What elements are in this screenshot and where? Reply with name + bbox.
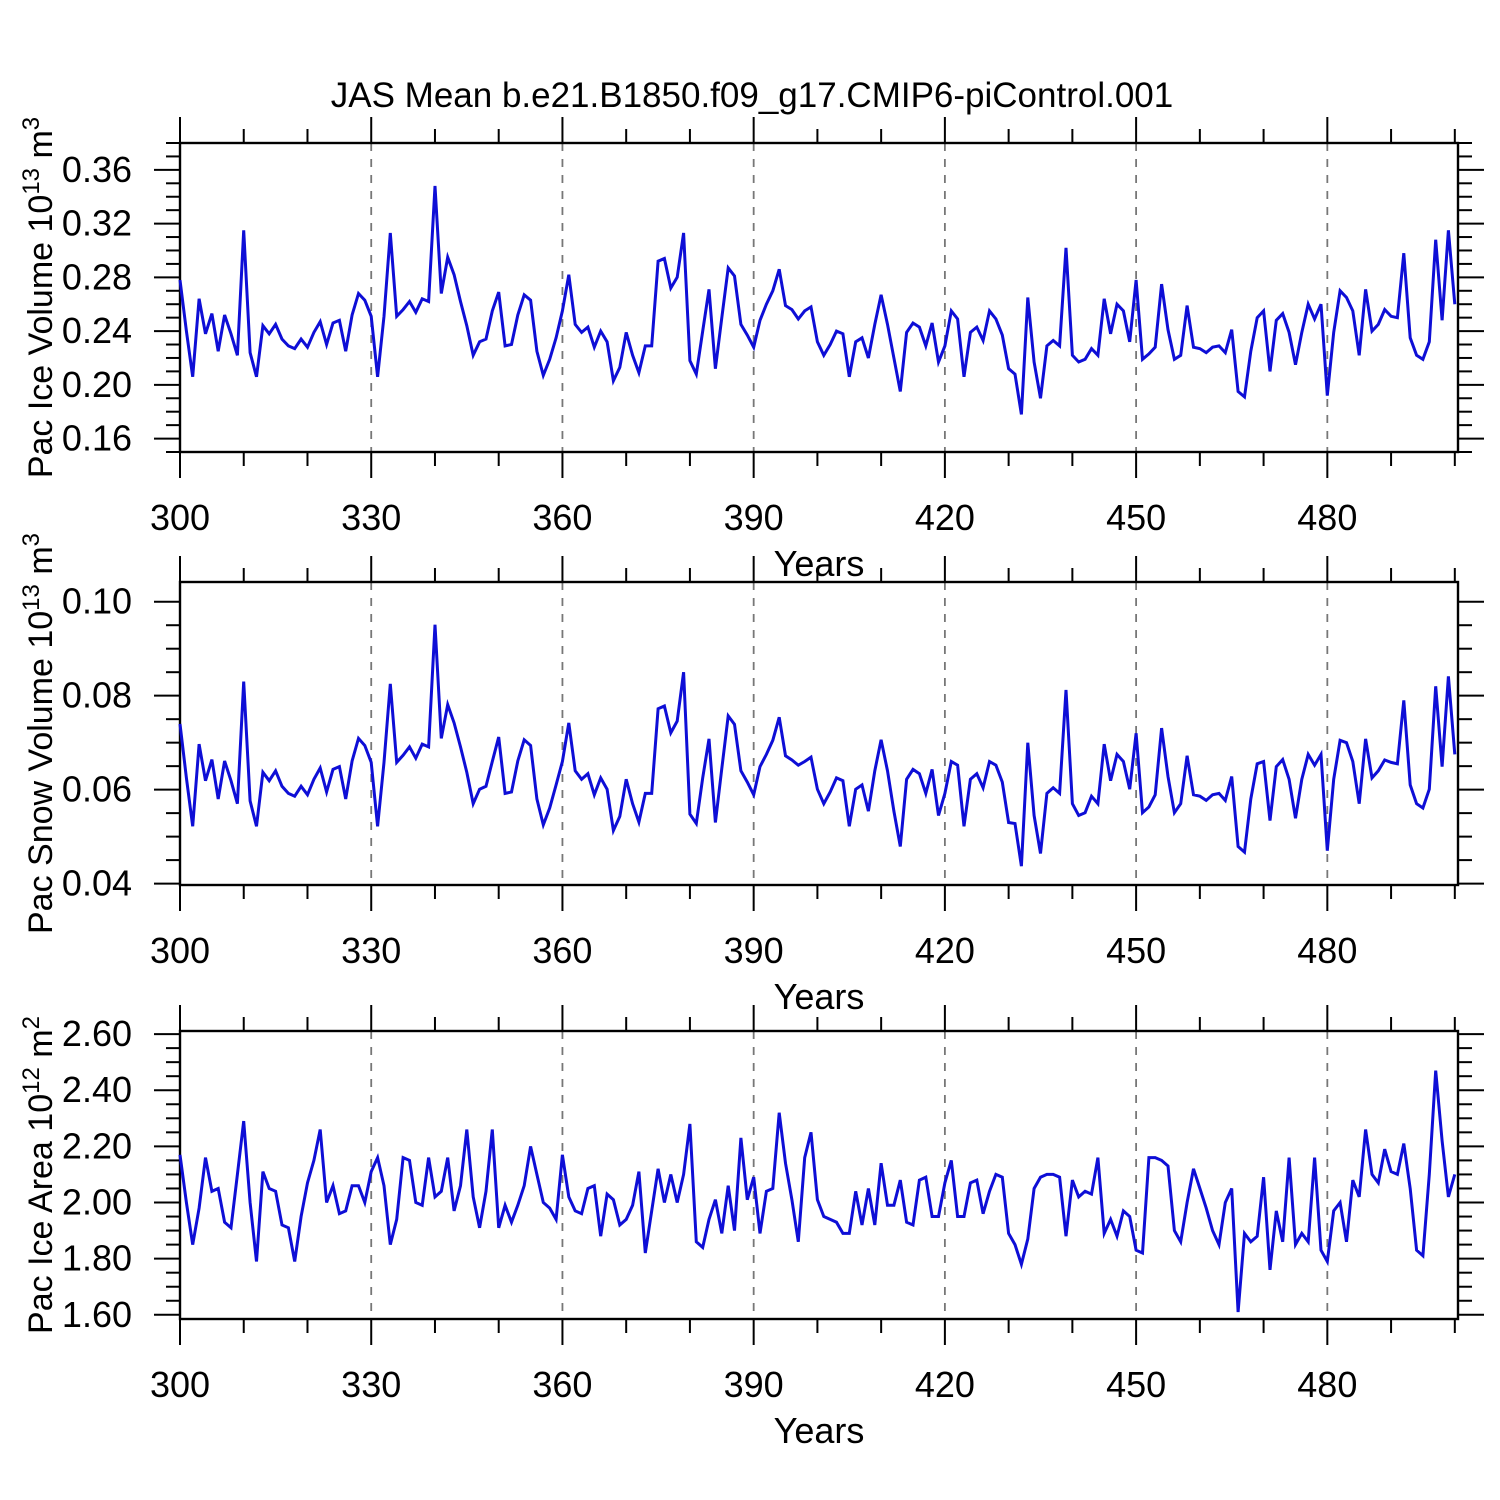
x-axis-title: Years: [774, 543, 865, 584]
x-tick-label: 480: [1297, 930, 1357, 971]
x-tick-label: 420: [915, 1364, 975, 1405]
x-tick-label: 300: [150, 497, 210, 538]
x-tick-label: 330: [341, 930, 401, 971]
gridlines: [370, 1031, 1329, 1319]
gridlines: [370, 143, 1329, 452]
x-tick-label: 300: [150, 930, 210, 971]
y-tick-label: 1.60: [62, 1294, 132, 1335]
x-tick-label: 390: [724, 497, 784, 538]
series-line-pac-snow-volume: [178, 624, 1457, 867]
y-tick-label: 0.36: [62, 149, 132, 190]
y-tick-label: 0.10: [62, 581, 132, 622]
x-tick-label: 420: [915, 930, 975, 971]
x-tick-label: 480: [1297, 1364, 1357, 1405]
x-tick-label: 480: [1297, 497, 1357, 538]
plot-frame: [178, 141, 1460, 454]
y-axis-title: Pac Ice Area 1012 m2: [18, 1016, 60, 1334]
x-tick-label: 390: [724, 930, 784, 971]
x-axis-labels: 300 330 360 390 420 450 480: [150, 1364, 1357, 1405]
y-tick-label: 2.60: [62, 1013, 132, 1054]
x-tick-label: 330: [341, 497, 401, 538]
y-tick-label: 0.24: [62, 310, 132, 351]
x-tick-label: 450: [1106, 930, 1166, 971]
y-tick-label: 0.04: [62, 863, 132, 904]
y-tick-label: 1.80: [62, 1238, 132, 1279]
y-tick-label: 0.32: [62, 203, 132, 244]
series-line-pac-ice-volume: [178, 185, 1457, 415]
x-tick-label: 360: [532, 1364, 592, 1405]
y-tick-label: 0.08: [62, 675, 132, 716]
x-tick-label: 450: [1106, 1364, 1166, 1405]
ticks: [154, 1005, 1484, 1345]
x-axis-title: Years: [774, 976, 865, 1017]
ticks: [154, 556, 1484, 911]
x-tick-label: 360: [532, 930, 592, 971]
plot-frame: [178, 1029, 1460, 1321]
x-tick-label: 300: [150, 1364, 210, 1405]
ticks: [154, 117, 1484, 478]
panel-pac-ice-area: 300 330 360 390 420 450 480 1.60 1.80 2.00 2.20 2.4…: [18, 1005, 1484, 1451]
x-axis-labels: 300 330 360 390 420 450 480: [150, 930, 1357, 971]
x-tick-label: 420: [915, 497, 975, 538]
chart-title: JAS Mean b.e21.B1850.f09_g17.CMIP6-piCon…: [331, 76, 1173, 115]
y-tick-label: 2.20: [62, 1125, 132, 1166]
y-axis-labels: 0.04 0.06 0.08 0.10: [62, 581, 132, 904]
y-tick-label: 0.06: [62, 769, 132, 810]
x-tick-label: 450: [1106, 497, 1166, 538]
series-line-pac-ice-area: [178, 1070, 1457, 1313]
y-axis-title: Pac Ice Volume 1013 m3: [18, 117, 60, 478]
x-tick-label: 360: [532, 497, 592, 538]
y-tick-label: 2.40: [62, 1069, 132, 1110]
panel-pac-ice-volume: 300 330 360 390 420 450 480 0.16 0.20 0.24 0.28 0.3…: [18, 117, 1484, 584]
panel-pac-snow-volume: 300 330 360 390 420 450 480 0.04 0.06 0.08 0.10 Yea…: [18, 533, 1484, 1017]
panels-container: 300 330 360 390 420 450 480 0.16 0.20 0.24 0.28 0.3…: [18, 117, 1484, 1451]
y-axis-title: Pac Snow Volume 1013 m3: [18, 533, 60, 934]
y-axis-labels: 1.60 1.80 2.00 2.20 2.40 2.60: [62, 1013, 132, 1335]
y-tick-label: 2.00: [62, 1182, 132, 1223]
x-tick-label: 390: [724, 1364, 784, 1405]
x-tick-label: 330: [341, 1364, 401, 1405]
y-tick-label: 0.28: [62, 256, 132, 297]
y-tick-label: 0.20: [62, 364, 132, 405]
x-axis-title: Years: [774, 1410, 865, 1451]
gridlines: [370, 582, 1329, 885]
y-axis-labels: 0.16 0.20 0.24 0.28 0.32 0.36: [62, 149, 132, 459]
y-tick-label: 0.16: [62, 418, 132, 459]
x-axis-labels: 300 330 360 390 420 450 480: [150, 497, 1357, 538]
